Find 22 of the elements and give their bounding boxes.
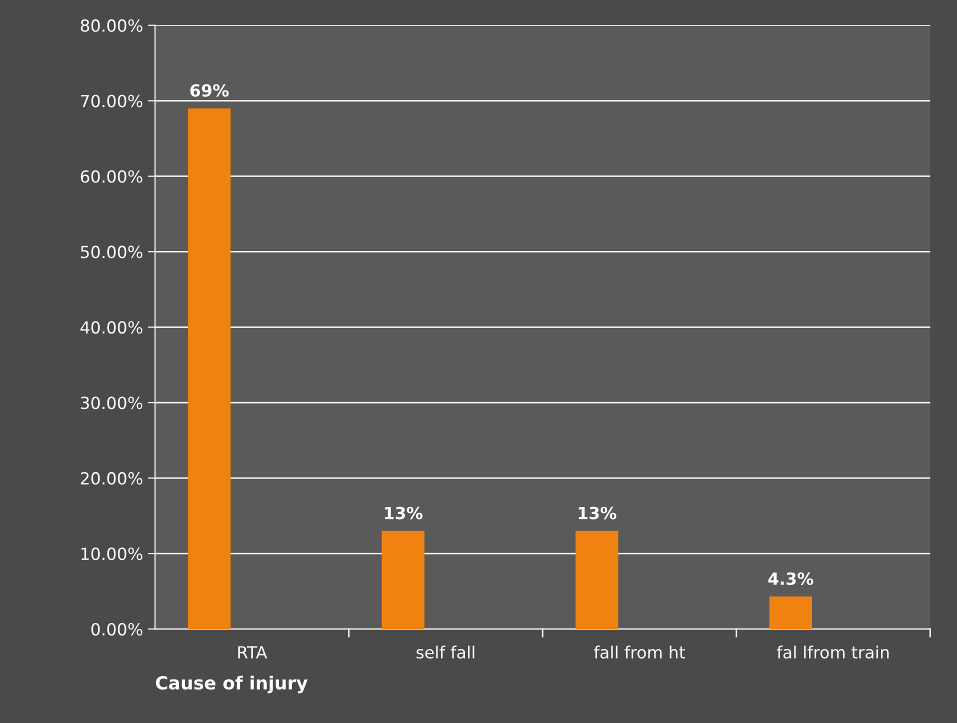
y-tick-label: 30.00% bbox=[80, 396, 142, 410]
bar bbox=[188, 108, 231, 630]
data-label: 13% bbox=[578, 506, 616, 520]
y-tick-label: 10.00% bbox=[82, 548, 142, 560]
y-tick-label: 40.00% bbox=[80, 321, 142, 334]
x-tick-label: fall from ht bbox=[594, 646, 686, 659]
y-tick-label: 70.00% bbox=[81, 94, 142, 108]
x-tick-label: self fall bbox=[416, 646, 474, 659]
data-label: 13% bbox=[385, 506, 423, 520]
y-tick-label: 20.00% bbox=[80, 472, 142, 485]
data-label: 69% bbox=[190, 84, 229, 97]
x-tick-label: RTA bbox=[238, 646, 268, 658]
x-tick-label: fal lfrom train bbox=[776, 646, 889, 659]
data-label: 4.3% bbox=[768, 572, 814, 585]
y-tick-label: 60.00% bbox=[80, 170, 142, 183]
bar bbox=[769, 596, 812, 630]
bar bbox=[382, 530, 424, 630]
y-tick-label: 50.00% bbox=[80, 246, 142, 258]
y-tick-label: 80.00% bbox=[80, 19, 142, 32]
bar bbox=[576, 530, 618, 630]
x-axis-title: Cause of injury bbox=[156, 676, 308, 694]
y-tick-label: 0.00% bbox=[91, 622, 142, 636]
